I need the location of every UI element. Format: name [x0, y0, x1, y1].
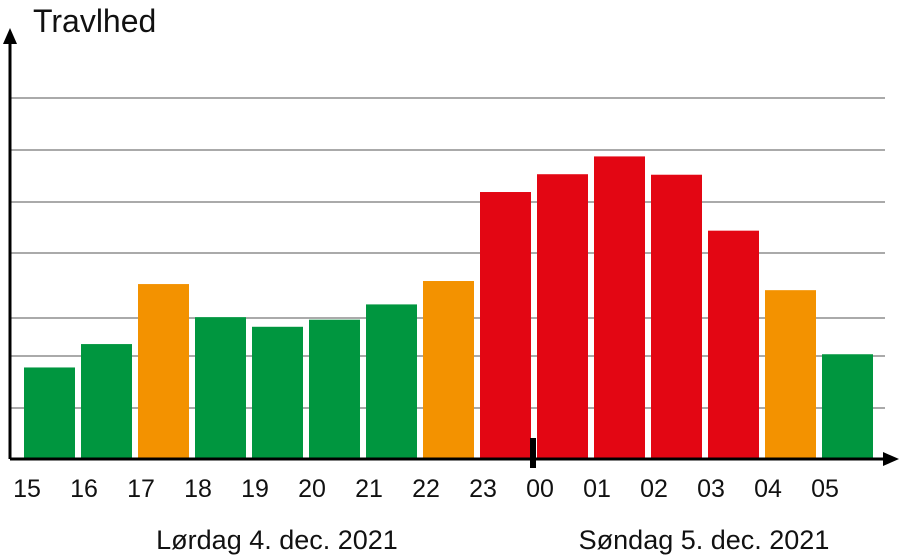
y-axis-arrow [3, 28, 17, 44]
x-tick-02: 02 [640, 475, 668, 503]
y-axis-title: Travlhed [33, 3, 156, 39]
bar-01 [594, 156, 645, 460]
x-tick-22: 22 [412, 475, 440, 503]
x-tick-03: 03 [697, 475, 725, 503]
x-tick-23: 23 [469, 475, 497, 503]
x-tick-17: 17 [127, 475, 155, 503]
bars [24, 156, 873, 460]
x-tick-19: 19 [241, 475, 269, 503]
bar-00 [537, 174, 588, 459]
bar-02 [651, 174, 702, 460]
x-tick-16: 16 [70, 475, 98, 503]
bar-15 [24, 367, 75, 459]
x-tick-labels: 15 16 17 18 19 20 21 22 23 00 01 02 03 04 05 [13, 475, 839, 503]
x-tick-21: 21 [355, 475, 383, 503]
bar-22 [423, 281, 474, 459]
bar-16 [81, 344, 132, 459]
x-tick-00: 00 [526, 475, 554, 503]
bar-17 [138, 284, 189, 459]
x-tick-15: 15 [13, 475, 41, 503]
day-label-sunday: Søndag 5. dec. 2021 [579, 525, 830, 555]
bar-23 [480, 192, 531, 459]
x-tick-04: 04 [754, 475, 782, 503]
axes [3, 28, 899, 468]
bar-21 [366, 304, 417, 459]
x-axis-arrow [883, 452, 899, 466]
bar-20 [309, 319, 360, 459]
bar-18 [195, 317, 246, 459]
x-tick-18: 18 [184, 475, 212, 503]
bar-05 [822, 354, 873, 459]
x-tick-01: 01 [583, 475, 611, 503]
bar-04 [765, 290, 816, 459]
day-label-saturday: Lørdag 4. dec. 2021 [156, 525, 398, 555]
bar-19 [252, 326, 303, 459]
midnight-marker [530, 438, 536, 468]
bar-03 [708, 230, 759, 459]
x-tick-20: 20 [298, 475, 326, 503]
x-tick-05: 05 [811, 475, 839, 503]
